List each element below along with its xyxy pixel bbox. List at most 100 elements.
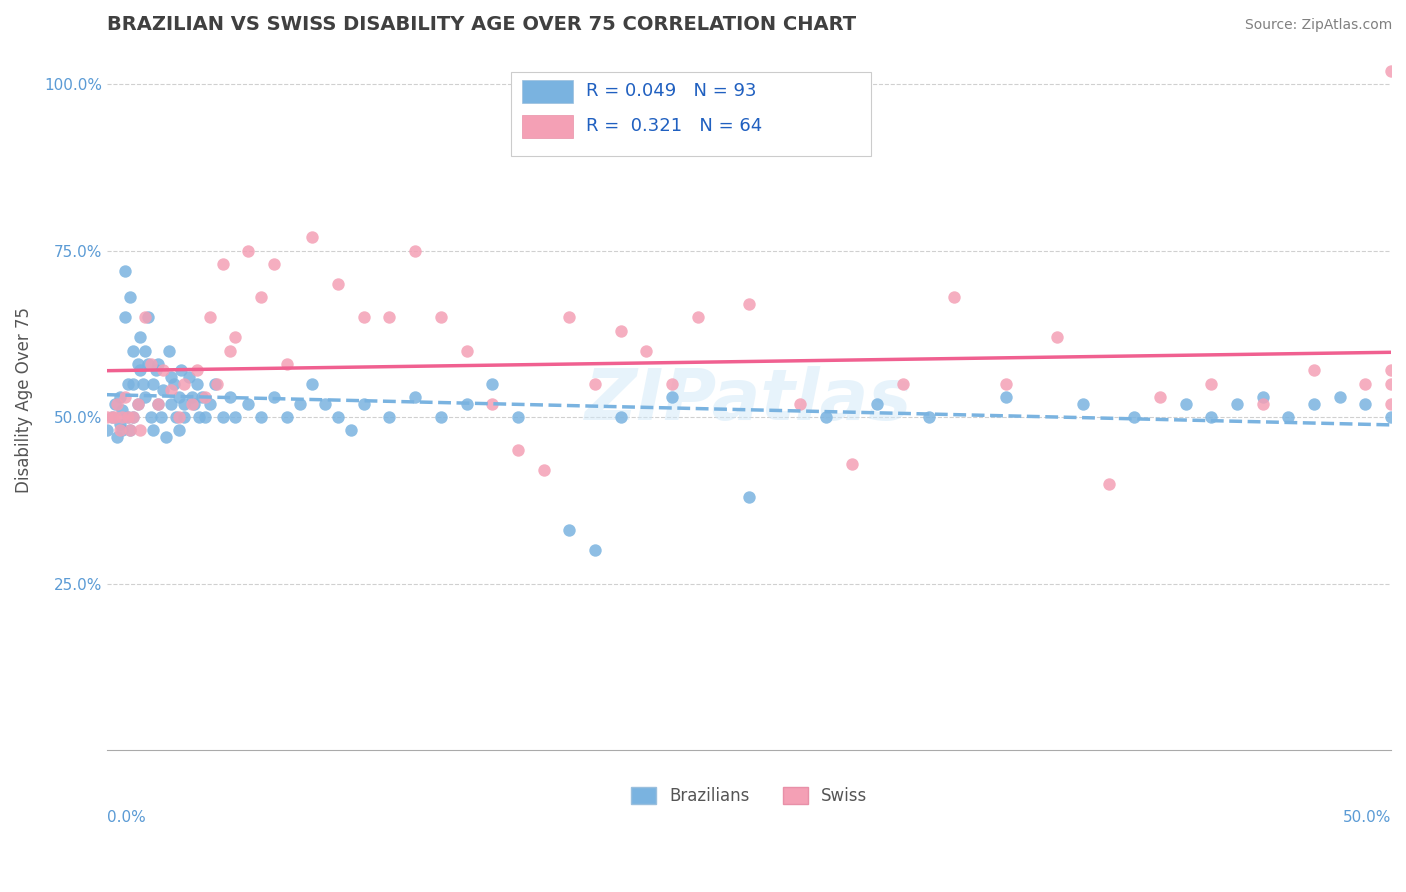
Point xyxy=(738,490,761,504)
Point xyxy=(204,376,226,391)
Text: 0.0%: 0.0% xyxy=(107,810,146,824)
Point xyxy=(180,390,202,404)
Point xyxy=(186,363,208,377)
Point xyxy=(142,376,165,391)
Point xyxy=(148,357,170,371)
Point xyxy=(1379,410,1402,425)
Point xyxy=(238,244,260,258)
Point xyxy=(167,410,190,425)
Point xyxy=(165,410,187,425)
Point xyxy=(314,397,336,411)
Text: ZIPatlas: ZIPatlas xyxy=(585,366,912,435)
Point xyxy=(789,397,811,411)
Point xyxy=(121,376,143,391)
Point xyxy=(1354,397,1376,411)
Point xyxy=(127,397,149,411)
Point xyxy=(134,310,156,325)
Text: R =  0.321   N = 64: R = 0.321 N = 64 xyxy=(586,118,762,136)
Point xyxy=(263,257,285,271)
Point xyxy=(120,424,142,438)
Point xyxy=(481,397,503,411)
Point xyxy=(583,376,606,391)
Point xyxy=(211,257,233,271)
Point xyxy=(301,376,323,391)
Point xyxy=(104,410,127,425)
Point xyxy=(738,297,761,311)
Point xyxy=(129,330,152,344)
Point xyxy=(583,543,606,558)
Point xyxy=(250,290,273,304)
Point xyxy=(326,277,349,291)
Point xyxy=(111,410,134,425)
Point xyxy=(207,376,229,391)
Point xyxy=(188,410,211,425)
Point xyxy=(183,397,205,411)
Point xyxy=(114,310,136,325)
Point xyxy=(378,410,401,425)
Point xyxy=(1379,376,1402,391)
Point xyxy=(456,343,478,358)
Point xyxy=(129,424,152,438)
Point xyxy=(157,343,180,358)
Point xyxy=(918,410,941,425)
Point xyxy=(148,397,170,411)
Point xyxy=(96,424,118,438)
Point xyxy=(250,410,273,425)
Point xyxy=(430,410,453,425)
Point xyxy=(1303,397,1326,411)
Point xyxy=(105,397,128,411)
Point xyxy=(866,397,889,411)
Point xyxy=(108,390,131,404)
Point xyxy=(506,443,529,458)
Point xyxy=(163,376,186,391)
Point xyxy=(117,376,139,391)
Point xyxy=(353,397,375,411)
Point xyxy=(430,310,453,325)
Point xyxy=(127,397,149,411)
Point xyxy=(661,376,683,391)
Point xyxy=(340,424,363,438)
Point xyxy=(111,403,134,417)
Point xyxy=(891,376,914,391)
Point xyxy=(120,424,142,438)
Point xyxy=(994,390,1017,404)
Point xyxy=(139,357,162,371)
Point xyxy=(1199,410,1222,425)
Point xyxy=(276,357,298,371)
Point xyxy=(636,343,658,358)
Point xyxy=(117,410,139,425)
Point xyxy=(219,390,242,404)
Point xyxy=(145,363,167,377)
Point xyxy=(1071,397,1094,411)
Point xyxy=(224,410,246,425)
Point xyxy=(173,376,195,391)
Point xyxy=(1149,390,1171,404)
Point xyxy=(105,430,128,444)
Point xyxy=(117,410,139,425)
Point xyxy=(301,230,323,244)
Point xyxy=(180,397,202,411)
Point xyxy=(1329,390,1351,404)
Point xyxy=(1097,476,1119,491)
Point xyxy=(558,524,581,538)
Point xyxy=(132,376,155,391)
Point xyxy=(193,410,215,425)
Point xyxy=(160,384,183,398)
Point xyxy=(994,376,1017,391)
Point xyxy=(179,370,201,384)
Point xyxy=(114,263,136,277)
FancyBboxPatch shape xyxy=(522,80,574,103)
Point xyxy=(533,463,555,477)
Point xyxy=(121,410,143,425)
Point xyxy=(142,424,165,438)
Point xyxy=(1226,397,1249,411)
Point xyxy=(661,390,683,404)
Point xyxy=(1277,410,1299,425)
Point xyxy=(120,290,142,304)
Point xyxy=(127,357,149,371)
Point xyxy=(139,410,162,425)
Point xyxy=(1123,410,1146,425)
Point xyxy=(1199,376,1222,391)
Point xyxy=(211,410,233,425)
Point xyxy=(155,430,177,444)
